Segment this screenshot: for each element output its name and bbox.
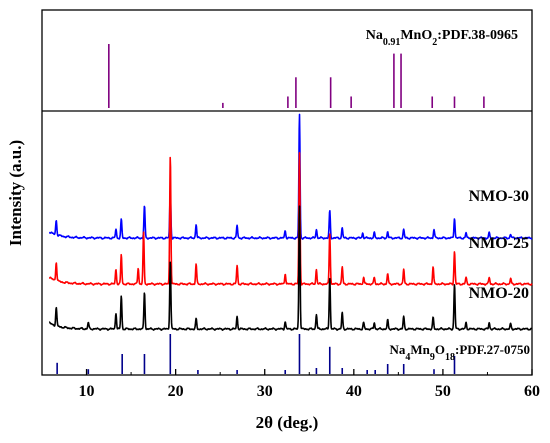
x-tick-label: 30 <box>257 383 273 400</box>
x-tick-label: 40 <box>346 383 362 400</box>
bottom-reference-label: Na4Mn9O18:PDF.27-0750 <box>389 342 530 363</box>
series-label: NMO-30 <box>469 188 529 205</box>
series-label: NMO-20 <box>469 285 529 302</box>
x-axis-label: 2θ (deg.) <box>256 413 319 432</box>
series-line <box>48 113 533 240</box>
x-tick-label: 20 <box>168 383 184 400</box>
x-tick-label: 50 <box>435 383 451 400</box>
series-labels: NMO-30 NMO-25 NMO-20 <box>469 188 529 302</box>
top-reference-pattern <box>108 44 485 108</box>
series-label: NMO-25 <box>469 235 529 252</box>
series-line <box>48 205 533 331</box>
x-tick-label: 10 <box>79 383 95 400</box>
bottom-reference-pattern <box>56 334 456 374</box>
xrd-series <box>48 113 533 331</box>
x-tick-label: 60 <box>524 383 540 400</box>
x-axis-ticks: 10 20 30 40 50 60 <box>41 369 540 400</box>
series-line <box>48 152 533 286</box>
top-reference-label: Na0.91MnO2:PDF.38-0965 <box>366 28 518 48</box>
plot-area-frame <box>41 9 533 376</box>
y-axis-label: Intensity (a.u.) <box>6 140 25 246</box>
